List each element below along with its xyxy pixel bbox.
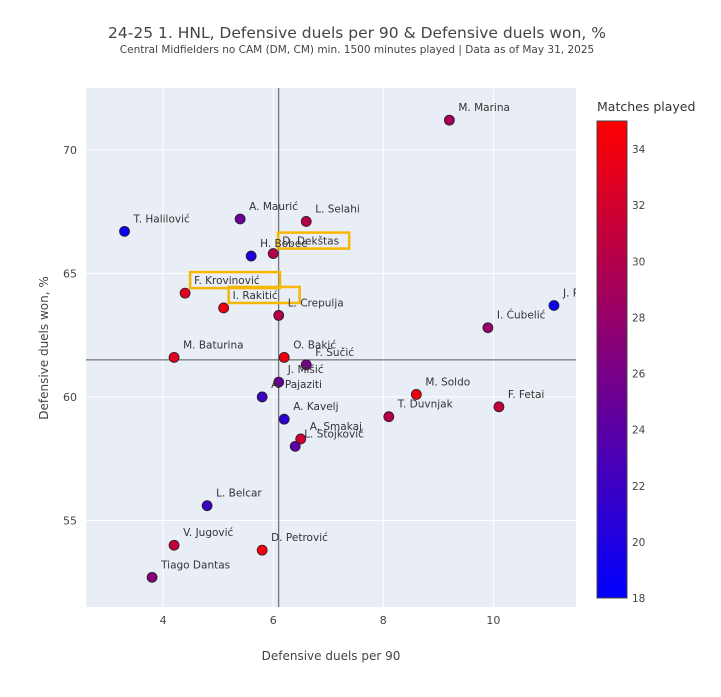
point-label: L. Stojković: [304, 428, 364, 440]
data-point: [548, 300, 560, 311]
point-label: O. Bakić: [293, 339, 336, 351]
data-point: [146, 571, 158, 583]
data-point: [256, 544, 268, 556]
chart-subtitle: Central Midfielders no CAM (DM, CM) min.…: [120, 44, 594, 56]
y-tick-label: 65: [63, 267, 77, 280]
data-points: [119, 114, 560, 583]
point-label: L. Selahi: [315, 203, 360, 215]
data-point: [245, 250, 257, 262]
data-point: [273, 376, 285, 388]
data-point: [443, 114, 455, 126]
data-point: [234, 213, 246, 225]
point-label: F. Sučić: [315, 347, 354, 359]
x-tick-label: 4: [160, 614, 167, 627]
point-label: L. Crepulja: [288, 297, 344, 309]
data-point: [278, 351, 290, 363]
colorbar-tick-label: 32: [632, 200, 645, 212]
point-label: D. Petrović: [271, 532, 328, 544]
data-point: [273, 309, 285, 321]
highlight-box: [227, 285, 301, 305]
data-point: [295, 433, 307, 445]
y-tick-label: 70: [63, 144, 77, 157]
highlight-box: [276, 231, 351, 250]
data-point: [256, 391, 268, 403]
point-label: D. Dekštas: [282, 236, 339, 248]
point-label: T. Duvnjak: [397, 399, 454, 411]
colorbar-tick-label: 24: [632, 425, 646, 437]
data-point: [383, 411, 395, 423]
data-point: [289, 440, 301, 452]
point-label: F. Krovinović: [194, 275, 260, 287]
grid: [86, 88, 576, 607]
colorbar-tick-label: 22: [632, 481, 645, 493]
point-label: M. Soldo: [425, 376, 470, 388]
colorbar-tick-label: 34: [632, 144, 646, 156]
colorbar-tick-label: 26: [632, 369, 646, 381]
data-point: [179, 287, 191, 299]
point-label: A. Smakaj: [310, 421, 362, 433]
colorbar-tick-label: 28: [632, 312, 645, 324]
point-label: J. Pri: [562, 287, 586, 299]
data-point: [267, 248, 279, 259]
colorbar-tick-label: 18: [632, 593, 645, 605]
y-axis-title: Defensive duels won, %: [37, 276, 51, 420]
data-point: [218, 302, 230, 314]
point-label: F. Fetai: [508, 389, 544, 401]
point-label: J. Mišić: [287, 364, 324, 376]
point-labels: M. Marina T. Halilović A. Maurić L. Selahi D…: [133, 102, 586, 571]
point-label: M. Marina: [458, 102, 510, 114]
x-tick-label: 8: [380, 614, 387, 627]
data-point: [300, 216, 312, 227]
point-label: A. Pajaziti: [271, 379, 322, 391]
colorbar-tick-label: 20: [632, 537, 645, 549]
point-label: I. Rakitić: [233, 290, 278, 302]
point-label: L. Belcar: [216, 488, 262, 500]
x-axis-title: Defensive duels per 90: [262, 649, 401, 663]
data-point: [300, 359, 312, 371]
point-label: M. Baturina: [183, 339, 243, 351]
colorbar-ticks: 18 20 22 24 26 28 30 32 34: [632, 144, 646, 605]
point-label: T. Halilović: [133, 213, 190, 225]
data-point: [201, 500, 213, 512]
point-label: I. Ćubelić: [497, 309, 546, 322]
point-label: A. Kavelj: [293, 401, 338, 413]
data-point: [119, 225, 130, 237]
chart-title: 24-25 1. HNL, Defensive duels per 90 & D…: [108, 24, 606, 42]
point-label: A. Maurić: [249, 201, 298, 213]
data-point: [493, 401, 505, 413]
data-point: [168, 539, 180, 551]
data-point: [168, 351, 180, 363]
reference-lines: [86, 88, 576, 607]
y-tick-label: 60: [63, 391, 77, 404]
data-point: [278, 413, 290, 425]
colorbar-title: Matches played: [597, 99, 695, 114]
data-point: [482, 322, 494, 334]
point-label: Tiago Dantas: [160, 559, 230, 571]
x-tick-label: 6: [270, 614, 277, 627]
point-label: V. Jugović: [183, 527, 233, 539]
colorbar: [596, 120, 628, 599]
x-tick-label: 10: [486, 614, 500, 627]
data-point: [410, 389, 422, 400]
point-label: H. Bobee: [260, 238, 308, 250]
y-tick-label: 55: [63, 515, 77, 528]
axis-ticks: 4 6 8 10 55 60 65 70: [63, 144, 500, 627]
colorbar-tick-label: 30: [632, 256, 645, 268]
